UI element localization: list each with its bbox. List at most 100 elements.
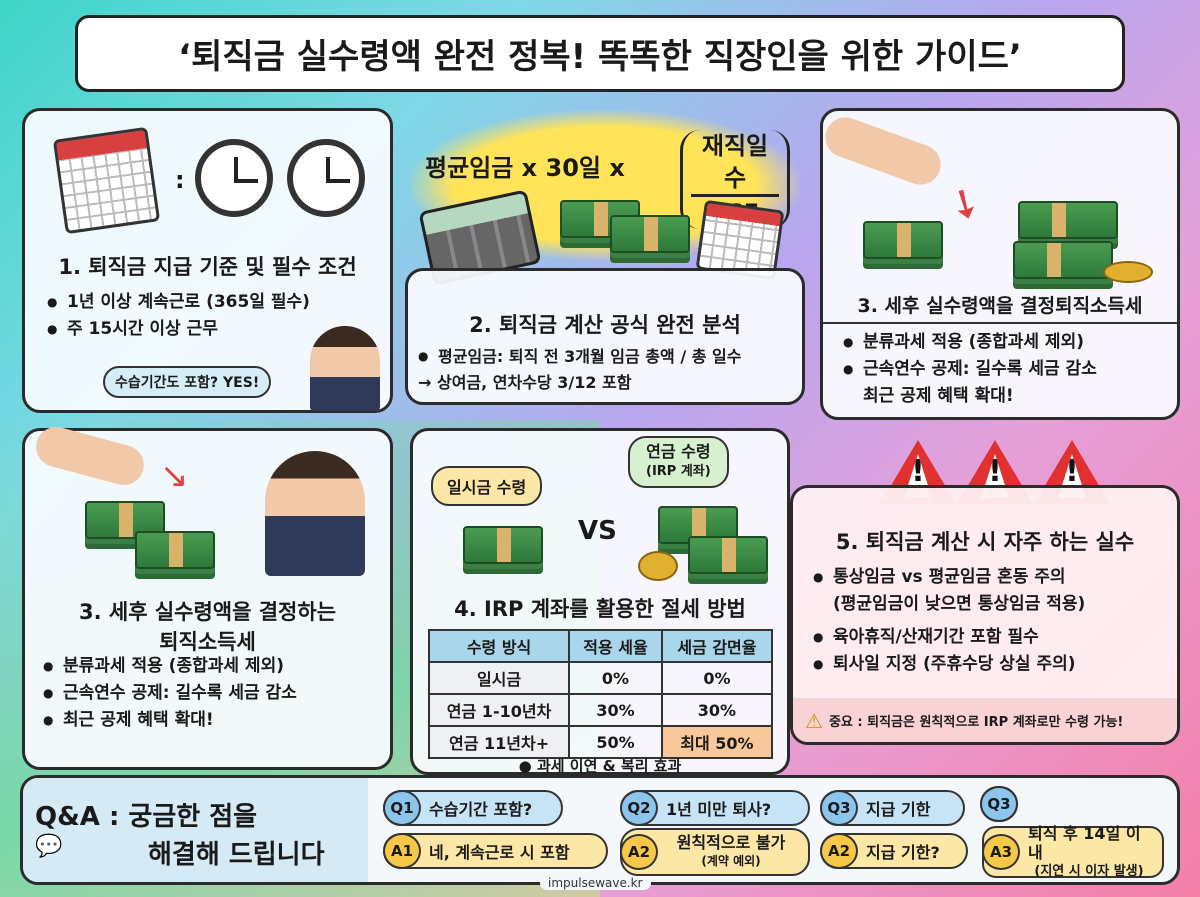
section-3-left-heading: 3. 세후 실수령액을 결정하는 퇴직소득세: [25, 596, 390, 656]
page-title: ‘퇴직금 실수령액 완전 정복! 똑똑한 직장인을 위한 가이드’: [75, 15, 1125, 92]
table-row: 일시금 0% 0%: [427, 661, 774, 695]
qa-text: 지급 기한?: [866, 843, 940, 862]
table-cell: 0%: [660, 661, 774, 695]
qa-text: 1년 미만 퇴사?: [666, 800, 772, 819]
qa-subtext: (계약 예외): [701, 854, 761, 868]
cash-stack-icon: [135, 531, 215, 569]
qa-text: 수습기간 포함?: [429, 800, 533, 819]
qa-answer: A2 원칙적으로 불가 (계약 예외): [620, 828, 810, 876]
table-cell: 30%: [660, 693, 774, 727]
section-3-top-panel: ➘ 3. 세후 실수령액을 결정퇴직소득세 분류과세 적용 (종합과세 제외) …: [819, 108, 1180, 420]
table-cell: 30%: [568, 693, 663, 727]
qa-tag: Q2: [620, 790, 658, 826]
qa-text: 지급 기한: [866, 800, 931, 819]
qa-text: 퇴직 후 14일 이내: [1028, 823, 1141, 862]
caution-icon: ⚠: [805, 708, 823, 733]
bullet: 분류과세 적용 (종합과세 제외): [43, 653, 297, 680]
section-4-heading: 4. IRP 계좌를 활용한 절세 방법: [454, 597, 746, 621]
qa-question: Q3: [980, 786, 1018, 822]
bullet: 통상임금 vs 평균임금 혼동 주의: [813, 564, 1066, 591]
bullet: 퇴사일 지정 (주휴수당 상실 주의): [813, 651, 1076, 678]
coins-icon: [638, 551, 678, 581]
section-5-heading: 5. 퇴직금 계산 시 자주 하는 실수: [835, 530, 1135, 554]
table-cell: 연금 11년차+: [427, 725, 571, 759]
cash-stack-icon: [1013, 241, 1113, 279]
heading-line: 퇴직소득세: [159, 630, 256, 654]
cash-stack-icon: [610, 215, 690, 253]
lump-sum-label: 일시금 수령: [431, 466, 543, 506]
cash-stack-icon: [463, 526, 543, 564]
speech-bubble: 수습기간도 포함? YES!: [103, 366, 272, 398]
bullet: 육아휴직/산재기간 포함 필수: [813, 624, 1076, 651]
bullet: 근속연수 공제: 길수록 세금 감소: [843, 356, 1097, 383]
businessman-illustration: [310, 326, 380, 411]
qa-tag: A3: [982, 834, 1020, 870]
table-header: 수령 방식: [427, 629, 571, 663]
bullet: 평균임금: 퇴직 전 3개월 임금 총액 / 총 일수: [418, 343, 741, 370]
section-3-top-extra: 최근 공제 혜택 확대!: [863, 386, 1014, 406]
section-2-heading: 2. 퇴직금 계산 공식 완전 분석: [469, 313, 741, 337]
footnote-text: 과세 이연 & 복리 효과: [536, 757, 682, 775]
table-row: 연금 11년차+ 50% 최대 50%: [427, 725, 774, 759]
cash-stack-icon: [688, 536, 768, 574]
coins-icon: [1103, 261, 1153, 283]
businessman-illustration: [265, 451, 365, 576]
qa-answer: A3 퇴직 후 14일 이내 (지연 시 이자 발생): [982, 823, 1164, 879]
qa-text: 원칙적으로 불가: [676, 833, 786, 852]
bullet: 주 15시간 이상 근무: [47, 316, 310, 343]
bullet: 근속연수 공제: 길수록 세금 감소: [43, 680, 297, 707]
qa-answer: A2 지급 기한?: [820, 833, 968, 869]
arrow-icon: ➘: [938, 175, 991, 233]
pension-label-sub: (IRP 계좌): [646, 464, 711, 479]
section-1-panel: : 1. 퇴직금 지급 기준 및 필수 조건 1년 이상 계속근로 (365일 …: [22, 108, 393, 413]
formula-text: 평균임금 x 30일 x: [425, 154, 625, 182]
qa-title-line1: Q&A : 궁금한 점을: [35, 802, 258, 832]
qa-tag: A1: [383, 833, 421, 869]
clock-icon: [287, 139, 365, 217]
section-3-top-heading: 3. 세후 실수령액을 결정퇴직소득세: [823, 291, 1177, 324]
warning-note: ⚠ 중요 : 퇴직금은 원칙적으로 IRP 계좌로만 수령 가능!: [793, 698, 1177, 742]
table-header: 세금 감면율: [660, 629, 774, 663]
qa-question: Q2 1년 미만 퇴사?: [620, 790, 810, 826]
table-row: 연금 1-10년차 30% 30%: [427, 693, 774, 727]
hand-illustration: [31, 422, 149, 490]
pension-label-text: 연금 수령: [646, 442, 711, 461]
section-1-heading: 1. 퇴직금 지급 기준 및 필수 조건: [58, 255, 357, 279]
table-cell-highlight: 최대 50%: [660, 725, 774, 759]
clock-icon: [195, 139, 273, 217]
section-4-panel: 일시금 수령 연금 수령 (IRP 계좌) VS 4. IRP 계좌를 활용한 …: [410, 428, 790, 775]
calendar-icon: [52, 126, 161, 235]
qa-question: Q3 지급 기한: [820, 790, 965, 826]
qa-tag: Q1: [383, 790, 421, 826]
qa-text: 네, 계속근로 시 포함: [429, 843, 570, 862]
qa-subtext: (지연 시 이자 발생): [1034, 863, 1144, 879]
watermark: impulsewave.kr: [540, 876, 651, 890]
heading-line: 3. 세후 실수령액을 결정하는: [78, 600, 337, 624]
qa-tag: Q3: [820, 790, 858, 826]
qa-title-area: [23, 778, 368, 882]
formula-numerator: 재직일수: [691, 130, 779, 197]
qa-title-line2: 해결해 드립니다: [148, 840, 325, 870]
section-4-footnote: ● 과세 이연 & 복리 효과: [518, 757, 682, 775]
section-5-panel: 5. 퇴직금 계산 시 자주 하는 실수 통상임금 vs 평균임금 혼동 주의 …: [790, 485, 1180, 745]
hand-illustration: [819, 111, 947, 191]
arrow-icon: ↘: [160, 456, 189, 496]
tax-rate-table: 수령 방식 적용 세율 세금 감면율 일시금 0% 0% 연금 1-10년차 3…: [427, 629, 774, 759]
cash-stack-icon: [1018, 201, 1118, 239]
pension-label: 연금 수령 (IRP 계좌): [628, 436, 729, 488]
qa-tag: Q3: [980, 786, 1018, 822]
qa-tag: A2: [620, 834, 658, 870]
section-5-sub: (평균임금이 낮으면 통상임금 적용): [833, 594, 1086, 614]
qa-answer: A1 네, 계속근로 시 포함: [383, 833, 608, 869]
qa-tag: A2: [820, 833, 858, 869]
table-header-row: 수령 방식 적용 세율 세금 감면율: [427, 629, 774, 663]
table-cell: 0%: [568, 661, 663, 695]
warning-note-text: 중요 : 퇴직금은 원칙적으로 IRP 계좌로만 수령 가능!: [828, 715, 1124, 730]
table-cell: 일시금: [427, 661, 571, 695]
bullet: 분류과세 적용 (종합과세 제외): [843, 329, 1097, 356]
cash-stack-icon: [863, 221, 943, 259]
section-3-left-panel: ↘ 3. 세후 실수령액을 결정하는 퇴직소득세 분류과세 적용 (종합과세 제…: [22, 422, 393, 770]
section-2-panel: 2. 퇴직금 계산 공식 완전 분석 평균임금: 퇴직 전 3개월 임금 총액 …: [405, 268, 805, 405]
vs-label: VS: [578, 516, 617, 546]
qa-question: Q1 수습기간 포함?: [383, 790, 563, 826]
